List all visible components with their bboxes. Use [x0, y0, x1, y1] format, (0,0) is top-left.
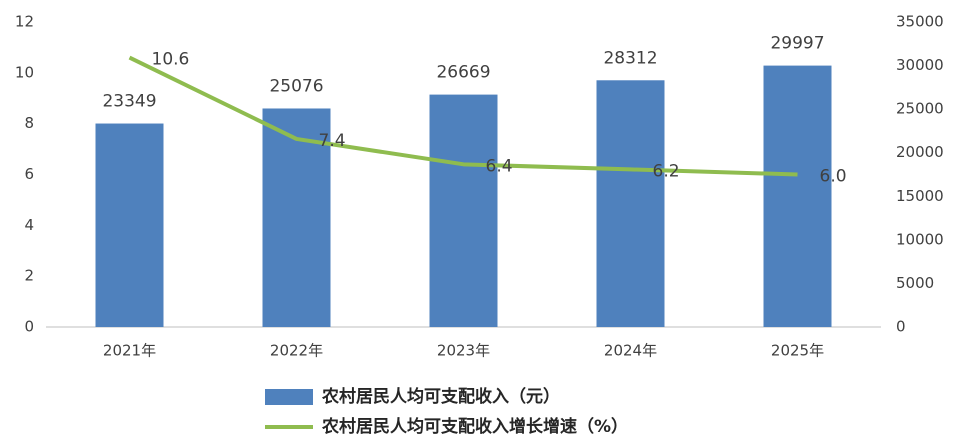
- y-tick-label: 0: [24, 318, 34, 336]
- bar: [95, 123, 164, 327]
- y2-tick-label: 35000: [896, 13, 944, 31]
- bar-value-label: 23349: [102, 92, 156, 112]
- x-tick-label: 2022年: [270, 342, 323, 360]
- y-tick-label: 4: [24, 216, 34, 234]
- bar-value-label: 29997: [770, 34, 824, 54]
- bar: [596, 80, 665, 327]
- line-value-label: 6.0: [820, 167, 847, 187]
- line: [128, 55, 798, 177]
- line-value-label: 7.4: [319, 131, 346, 151]
- y-tick-label: 2: [24, 267, 34, 285]
- y2-tick-label: 20000: [896, 143, 944, 161]
- y2-tick-label: 30000: [896, 56, 944, 74]
- bar: [262, 108, 331, 328]
- y2-tick-label: 10000: [896, 230, 944, 248]
- legend-label: 农村居民人均可支配收入增长增速（%）: [321, 416, 628, 437]
- x-tick-label: 2025年: [771, 342, 824, 360]
- legend-swatch: [265, 389, 313, 405]
- y2-tick-label: 25000: [896, 100, 944, 118]
- bar-value-label: 28312: [603, 48, 657, 68]
- legend-label: 农村居民人均可支配收入（元）: [321, 386, 560, 407]
- bar-value-label: 26669: [436, 63, 490, 83]
- y2-tick-label: 15000: [896, 187, 944, 205]
- y2-tick-label: 0: [896, 318, 906, 336]
- y2-tick-label: 5000: [896, 274, 934, 292]
- line-value-label: 6.4: [486, 156, 513, 176]
- line-value-label: 6.2: [653, 161, 680, 181]
- bar: [429, 94, 498, 327]
- x-tick-label: 2021年: [103, 342, 156, 360]
- x-tick-label: 2024年: [604, 342, 657, 360]
- bar: [763, 65, 832, 328]
- y-tick-label: 6: [24, 165, 34, 183]
- line-value-label: 10.6: [152, 50, 190, 70]
- y-tick-label: 12: [15, 13, 34, 31]
- x-tick-label: 2023年: [437, 342, 490, 360]
- bar-value-label: 25076: [269, 76, 323, 96]
- y-tick-label: 8: [24, 114, 34, 132]
- y-tick-label: 10: [15, 63, 34, 81]
